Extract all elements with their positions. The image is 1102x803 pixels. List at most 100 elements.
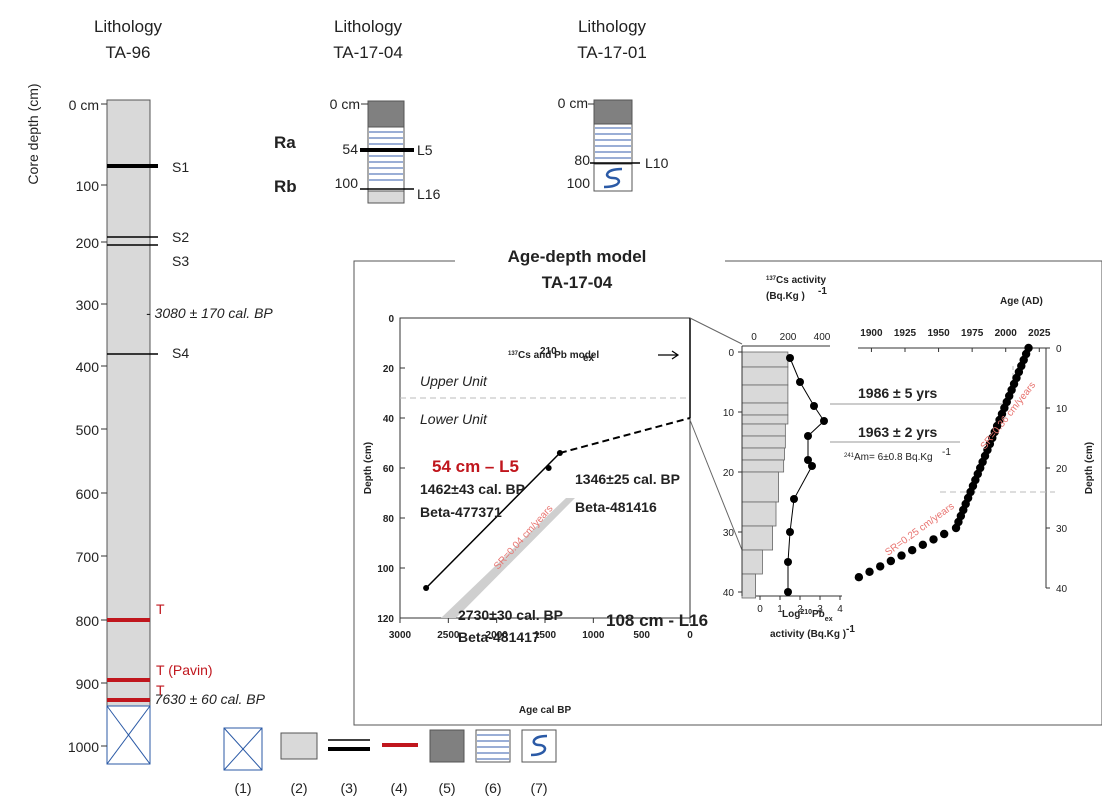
pb-xlabel: Log210Pbex xyxy=(782,609,833,623)
age-depth-model-panel: Age-depth model TA-17-04 Depth (cm) Age … xyxy=(353,240,1102,726)
ta1704-title-line2: TA-17-04 xyxy=(333,43,403,62)
model-arrow-sub: ex xyxy=(583,353,595,364)
age-tick-label: 500 xyxy=(633,630,650,641)
ad-point xyxy=(918,540,928,549)
legend-slump-icon xyxy=(530,734,548,757)
legend-swatch-gray xyxy=(280,732,318,760)
depth-tick-label: 40 xyxy=(383,414,395,425)
ta1704-gray-bottom xyxy=(367,190,405,204)
cs-title: 137Cs activity xyxy=(766,275,826,286)
date3-value: 2730±30 cal. BP xyxy=(458,607,563,623)
date2-lab: Beta-481416 xyxy=(575,499,657,515)
ta96-axis: 0 cm 100 200 300 400 500 600 700 800 900… xyxy=(68,97,107,755)
pb-xlabel2-sup: -1 xyxy=(846,624,855,635)
ta96-tick-700: 700 xyxy=(76,549,100,565)
ta1701-tick-80: 80 xyxy=(574,152,590,168)
legend: (1) (2) (3) (4) (5) (6) xyxy=(223,727,557,796)
pb-point xyxy=(786,528,794,536)
pb-point xyxy=(790,495,798,503)
ta1704-label-l5: L5 xyxy=(417,142,433,158)
ad-point xyxy=(951,523,961,533)
age-tick-label: 0 xyxy=(687,630,693,641)
depth-tick-label: 0 xyxy=(388,314,394,325)
upper-unit-label: Upper Unit xyxy=(420,373,488,389)
legend-item-3: (3) xyxy=(328,739,370,796)
ta96-tick-400: 400 xyxy=(76,359,100,375)
annot-1986: 1986 ± 5 yrs xyxy=(858,385,938,401)
cs-y-tick-label: 10 xyxy=(723,408,735,419)
age-depth-ylabel: Depth (cm) xyxy=(363,442,374,494)
ta96-label-s2: S2 xyxy=(172,229,189,245)
model-title-line1: Age-depth model xyxy=(508,247,647,266)
pb-point xyxy=(820,417,828,425)
core-ta1701: Lithology TA-17-01 0 cm 80 L10 100 xyxy=(558,17,669,192)
date1-value: 1462±43 cal. BP xyxy=(420,481,525,497)
cs-bar xyxy=(741,402,789,416)
cs-pb-activity-chart: 137Cs activity (Bq.Kg ) -1 0 200 400010203… xyxy=(723,275,951,640)
depth-tick-label: 100 xyxy=(377,564,394,575)
age-depth-uncertainty-band xyxy=(441,498,575,618)
ad-y-tick-label: 10 xyxy=(1056,404,1068,415)
legend-item-4: (4) xyxy=(382,743,418,796)
ad-x-tick-label: 1900 xyxy=(860,328,883,339)
age-tick-label: 1500 xyxy=(534,630,557,641)
cs-x-tick-label: 200 xyxy=(780,332,797,343)
ad-x-tick-label: 2000 xyxy=(995,328,1018,339)
age-depth-chart: Depth (cm) Age cal BP 3000 2500 2000 1500 10… xyxy=(363,314,708,716)
model-title-line2: TA-17-04 xyxy=(542,273,613,292)
l16-label: 108 cm - L16 xyxy=(606,611,708,630)
cs-bar xyxy=(741,351,789,368)
ta96-title-line2: TA-96 xyxy=(105,43,150,62)
legend-label-3: (3) xyxy=(340,780,357,796)
legend-label-2: (2) xyxy=(290,780,307,796)
legend-item-7: (7) xyxy=(521,729,557,796)
legend-label-4: (4) xyxy=(390,780,407,796)
ta1704-unit-ra: Ra xyxy=(274,133,296,152)
ta1704-unit-rb: Rb xyxy=(274,177,297,196)
dated-point xyxy=(556,450,563,456)
ta1704-dark-top xyxy=(367,100,405,128)
pb-x-tick-label: 2 xyxy=(797,604,803,615)
pb-x-tick-label: 4 xyxy=(837,604,843,615)
annot-1963: 1963 ± 2 yrs xyxy=(858,424,938,440)
ta1701-stripes xyxy=(595,127,631,159)
pb-point xyxy=(804,432,812,440)
pb-profile-line xyxy=(787,357,825,592)
cs-unit-sup: -1 xyxy=(818,286,827,297)
pb-point xyxy=(796,378,804,386)
cs-bar xyxy=(741,366,789,386)
cs-bar xyxy=(741,459,785,473)
ta1704-title-line1: Lithology xyxy=(334,17,403,36)
core-depth-axis-label: Core depth (cm) xyxy=(25,83,41,184)
age-model-line-mid xyxy=(559,417,691,454)
legend-item-6: (6) xyxy=(475,729,511,796)
ad-point xyxy=(865,567,874,576)
cs-y-tick-label: 0 xyxy=(728,348,734,359)
ta96-tick-600: 600 xyxy=(76,486,100,502)
cs-bar xyxy=(741,414,789,425)
ta96-title-line1: Lithology xyxy=(94,17,163,36)
cs-bar xyxy=(741,435,786,449)
model-frame xyxy=(353,260,1102,726)
ad-x-tick-label: 1975 xyxy=(961,328,984,339)
ta1701-tick-100: 100 xyxy=(567,175,591,191)
lower-unit-label: Lower Unit xyxy=(420,411,488,427)
legend-item-1: (1) xyxy=(223,727,263,796)
dated-point xyxy=(545,465,552,471)
zoom-connector-top xyxy=(689,317,743,345)
ta96-date-7630: - 7630 ± 60 cal. BP xyxy=(146,691,266,707)
ad-point xyxy=(897,551,906,560)
model-arrow-label: 137Cs and Pb model xyxy=(508,350,599,361)
ad-x-tick-label: 2025 xyxy=(1028,328,1051,339)
ta96-label-s1: S1 xyxy=(172,159,189,175)
ad-x-tick-label: 1925 xyxy=(894,328,917,339)
cs-bar xyxy=(741,471,779,503)
cs-x-tick-label: 0 xyxy=(751,332,757,343)
pb-point xyxy=(804,456,812,464)
ad-y-tick-label: 40 xyxy=(1056,584,1068,595)
ad-y-tick-label: 20 xyxy=(1056,464,1068,475)
cs-y-tick-label: 40 xyxy=(723,588,735,599)
ad-y-tick-label: 0 xyxy=(1056,344,1062,355)
sr-bottom-label: SR=0.25 cm/years xyxy=(883,501,956,558)
